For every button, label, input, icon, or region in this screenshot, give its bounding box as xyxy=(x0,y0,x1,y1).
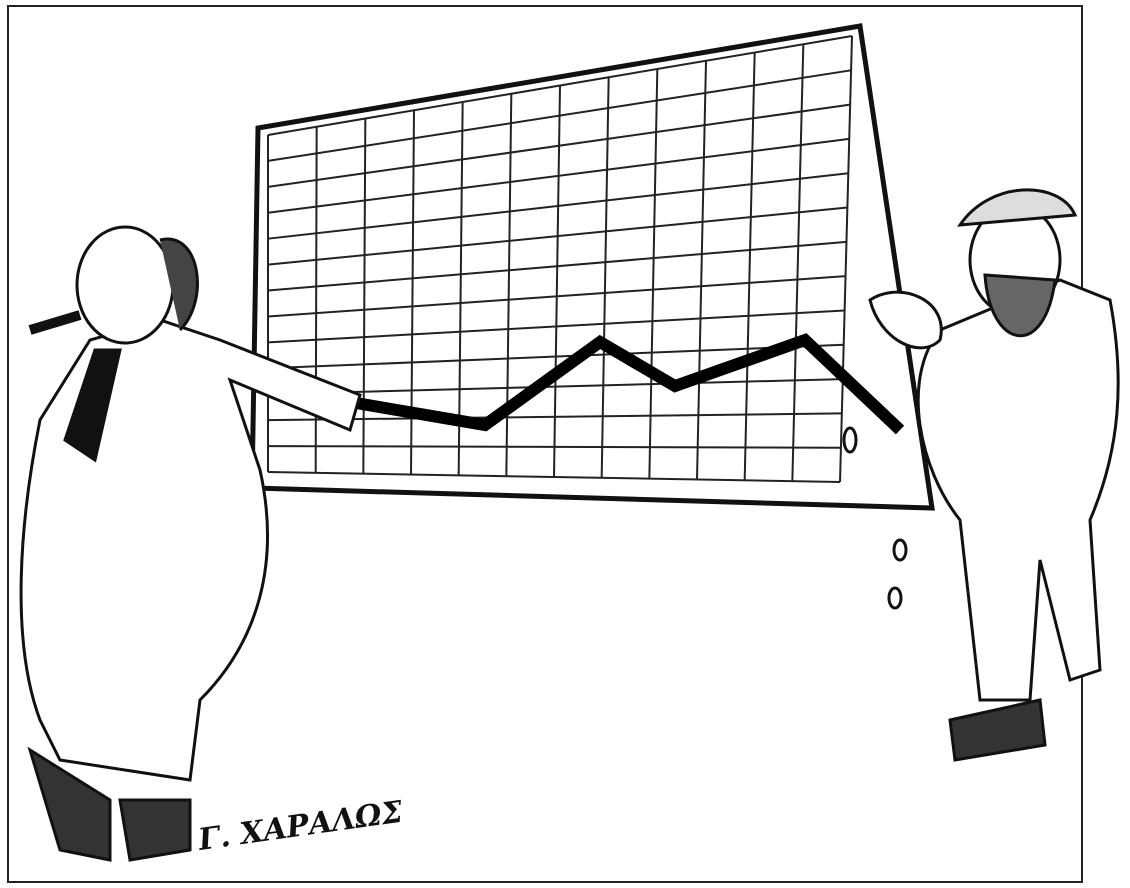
coin xyxy=(889,588,901,608)
coin xyxy=(844,428,856,452)
board-grid-line xyxy=(316,127,317,473)
left-head xyxy=(77,227,173,343)
cartoon: Γ. ΧΑΡΑΛΩΣ xyxy=(0,0,1130,888)
coin xyxy=(894,540,906,560)
